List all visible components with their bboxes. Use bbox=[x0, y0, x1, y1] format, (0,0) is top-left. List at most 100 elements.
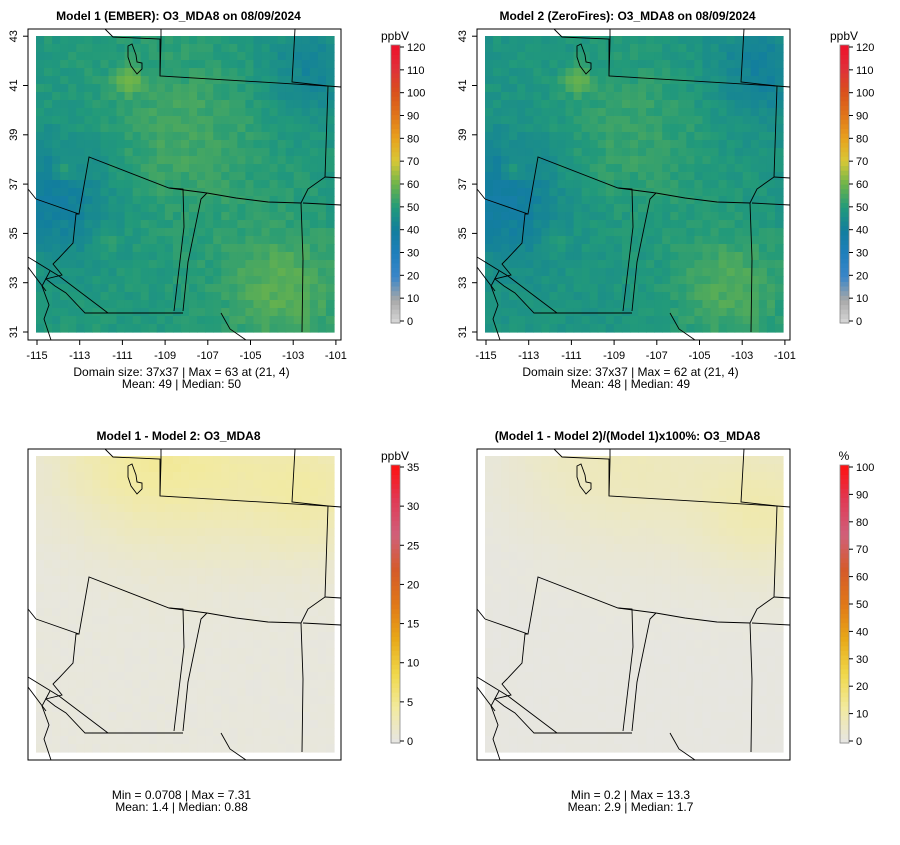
grid-cell bbox=[582, 204, 591, 213]
grid-cell bbox=[149, 268, 158, 277]
colorbar-tick-label: 40 bbox=[856, 225, 868, 237]
colorbar-segment bbox=[391, 91, 400, 96]
grid-cell bbox=[173, 68, 182, 77]
grid-cell bbox=[76, 696, 85, 705]
grid-cell bbox=[125, 744, 134, 753]
grid-cell bbox=[735, 324, 744, 333]
grid-cell bbox=[76, 124, 85, 133]
colorbar-segment bbox=[840, 272, 849, 277]
grid-cell bbox=[598, 52, 607, 61]
grid-cell bbox=[92, 252, 101, 261]
grid-cell bbox=[84, 512, 93, 521]
grid-cell bbox=[582, 456, 591, 465]
grid-cell bbox=[60, 52, 69, 61]
grid-cell bbox=[229, 188, 238, 197]
grid-cell bbox=[189, 464, 198, 473]
grid-cell bbox=[197, 36, 206, 45]
boundary-line bbox=[28, 189, 36, 199]
grid-cell bbox=[525, 292, 534, 301]
grid-cell bbox=[44, 512, 53, 521]
grid-cell bbox=[108, 664, 117, 673]
grid-cell bbox=[197, 600, 206, 609]
grid-cell bbox=[598, 188, 607, 197]
grid-cell bbox=[509, 188, 518, 197]
grid-cell bbox=[108, 148, 117, 157]
grid-cell bbox=[205, 544, 214, 553]
grid-cell bbox=[92, 696, 101, 705]
grid-cell bbox=[117, 728, 126, 737]
grid-cell bbox=[525, 36, 534, 45]
grid-cell bbox=[245, 316, 254, 325]
grid-cell bbox=[509, 220, 518, 229]
grid-cell bbox=[149, 292, 158, 301]
grid-cell bbox=[622, 108, 631, 117]
grid-cell bbox=[727, 528, 736, 537]
grid-cell bbox=[549, 244, 558, 253]
grid-cell bbox=[125, 84, 134, 93]
grid-cell bbox=[598, 148, 607, 157]
grid-cell bbox=[197, 592, 206, 601]
grid-cell bbox=[213, 504, 222, 513]
colorbar-segment bbox=[391, 152, 400, 157]
grid-cell bbox=[76, 52, 85, 61]
grid-cell bbox=[205, 456, 214, 465]
grid-cell bbox=[598, 268, 607, 277]
grid-cell bbox=[117, 568, 126, 577]
grid-cell bbox=[149, 44, 158, 53]
grid-cell bbox=[493, 36, 502, 45]
grid-cell bbox=[638, 108, 647, 117]
grid-cell bbox=[229, 456, 238, 465]
grid-cell bbox=[630, 456, 639, 465]
colorbar-segment bbox=[840, 263, 849, 268]
grid-cell bbox=[286, 156, 295, 165]
grid-cell bbox=[318, 640, 327, 649]
grid-cell bbox=[100, 616, 109, 625]
grid-cell bbox=[60, 728, 69, 737]
grid-cell bbox=[326, 624, 335, 633]
grid-cell bbox=[310, 592, 319, 601]
grid-cell bbox=[318, 252, 327, 261]
grid-cell bbox=[141, 212, 150, 221]
grid-cell bbox=[253, 560, 262, 569]
grid-cell bbox=[181, 100, 190, 109]
grid-cell bbox=[76, 512, 85, 521]
grid-cell bbox=[165, 736, 174, 745]
grid-cell bbox=[493, 456, 502, 465]
grid-cell bbox=[205, 520, 214, 529]
grid-cell bbox=[141, 36, 150, 45]
grid-cell bbox=[44, 672, 53, 681]
grid-cell bbox=[117, 76, 126, 85]
colorbar-segment bbox=[391, 193, 400, 198]
grid-cell bbox=[711, 140, 720, 149]
grid-cell bbox=[549, 164, 558, 173]
grid-cell bbox=[743, 236, 752, 245]
grid-cell bbox=[157, 728, 166, 737]
grid-cell bbox=[598, 496, 607, 505]
grid-cell bbox=[52, 300, 61, 309]
grid-cell bbox=[253, 308, 262, 317]
grid-cell bbox=[525, 220, 534, 229]
grid-cell bbox=[310, 696, 319, 705]
grid-cell bbox=[36, 44, 45, 53]
grid-cell bbox=[294, 220, 303, 229]
grid-cell bbox=[598, 140, 607, 149]
grid-cell bbox=[52, 496, 61, 505]
grid-cell bbox=[549, 300, 558, 309]
grid-cell bbox=[60, 520, 69, 529]
grid-cell bbox=[670, 44, 679, 53]
grid-cell bbox=[117, 188, 126, 197]
grid-cell bbox=[44, 544, 53, 553]
grid-cell bbox=[68, 76, 77, 85]
grid-cell bbox=[326, 560, 335, 569]
grid-cell bbox=[181, 52, 190, 61]
grid-cell bbox=[622, 180, 631, 189]
colorbar-segment bbox=[391, 558, 400, 563]
grid-cell bbox=[727, 520, 736, 529]
grid-cell bbox=[286, 236, 295, 245]
grid-cell bbox=[574, 504, 583, 513]
grid-cell bbox=[92, 260, 101, 269]
grid-cell bbox=[270, 608, 279, 617]
grid-cell bbox=[52, 308, 61, 317]
grid-cell bbox=[590, 456, 599, 465]
grid-cell bbox=[117, 156, 126, 165]
